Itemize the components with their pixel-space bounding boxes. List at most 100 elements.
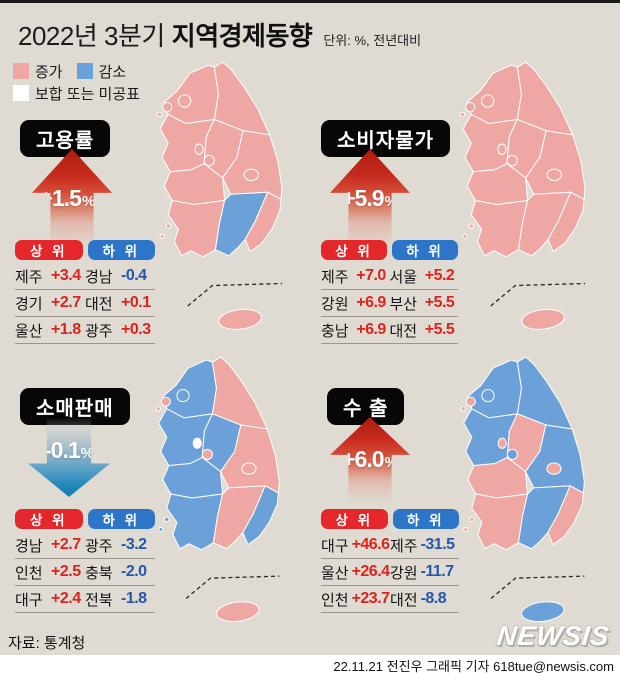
table-row: 제주 +3.4 경남 -0.4	[15, 263, 155, 290]
table-row: 인천 +23.7 대전 -8.8	[321, 586, 459, 613]
panel-title-retail-sales: 소매판매	[20, 388, 130, 425]
region-name: 부산	[389, 295, 418, 313]
region-value: -1.8	[121, 590, 147, 607]
down-arrow: -0.1%	[28, 419, 110, 497]
region-value: +2.4	[51, 590, 81, 607]
region-name: 제주	[321, 268, 349, 286]
table-row: 경기 +2.7 대전 +0.1	[15, 290, 155, 317]
region-value: +5.5	[424, 294, 455, 311]
jeju-inset-line	[490, 282, 586, 307]
top-rank-header: 상 위	[15, 240, 83, 260]
region-value: +1.8	[51, 321, 81, 338]
region-name: 대구	[15, 591, 43, 609]
decrease-label: 감소	[98, 63, 127, 81]
region-name: 울산	[15, 322, 43, 340]
korea-map-employment	[122, 60, 317, 345]
panel-title-employment: 고용률	[20, 120, 111, 157]
up-arrow: +1.5%p	[32, 149, 112, 251]
korea-map-exports	[425, 355, 620, 637]
region-name: 대전	[389, 322, 418, 340]
table-row: 강원 +6.9 부산 +5.5	[321, 290, 458, 317]
korea-choropleth-svg	[460, 356, 585, 623]
region-value: -2.0	[121, 563, 147, 580]
table-row: 인천 +2.5 충북 -2.0	[15, 559, 155, 586]
change-value: +6.0%	[342, 445, 398, 472]
table-row: 울산 +1.8 광주 +0.3	[15, 317, 155, 344]
region-name: 대전	[85, 295, 113, 313]
change-value: +1.5%p	[39, 184, 105, 211]
credit-bar: 22.11.21 전진우 그래픽 기자 618tue@newsis.com	[0, 655, 620, 673]
region-name: 전북	[85, 591, 113, 609]
korea-choropleth-svg	[156, 61, 283, 330]
source-label: 자료: 통계청	[8, 635, 86, 652]
table-row: 충남 +6.9 대전 +5.5	[321, 317, 458, 344]
korea-choropleth-svg	[459, 61, 586, 330]
jeju-inset-line	[185, 575, 280, 599]
region-value: +2.7	[51, 294, 81, 311]
bottom-rank-header: 하 위	[87, 509, 155, 529]
panel-title-consumer-prices: 소비자물가	[321, 120, 450, 157]
region-name: 충북	[85, 564, 113, 582]
region-name: 인천	[321, 591, 349, 609]
region-value: -31.5	[420, 536, 455, 553]
increase-swatch	[13, 63, 29, 79]
jeju-inset-line	[490, 575, 585, 599]
credit-line: 22.11.21 전진우 그래픽 기자 618tue@newsis.com	[333, 659, 614, 673]
region-value: +5.2	[424, 267, 455, 284]
region-name: 경남	[85, 268, 113, 286]
bottom-rank-header: 하 위	[392, 509, 459, 529]
legend-row: 보합 또는 미공표	[13, 82, 140, 104]
region-value: -8.8	[420, 590, 447, 607]
region-name: 강원	[321, 295, 349, 313]
region-value: -3.2	[121, 536, 147, 553]
top-rank-header: 상 위	[15, 509, 83, 529]
panel-title-exports: 수 출	[327, 388, 405, 425]
title-main: 지역경제동향	[171, 21, 313, 51]
region-value: +0.3	[121, 321, 151, 338]
region-name: 대전	[390, 591, 418, 609]
region-value: +0.1	[121, 294, 151, 311]
region-name: 경남	[15, 537, 43, 555]
korea-map-consumer-prices	[425, 60, 620, 345]
newsis-logo: NEWSIS	[495, 621, 612, 651]
change-value: +5.9%	[342, 184, 398, 211]
region-value: +26.4	[351, 563, 390, 580]
title-prefix: 2022년 3분기	[18, 21, 165, 51]
table-row: 대구 +46.6 제주 -31.5	[321, 532, 459, 559]
change-value: -0.1%	[44, 436, 94, 463]
table-row: 경남 +2.7 광주 -3.2	[15, 532, 155, 559]
region-name: 울산	[321, 564, 349, 582]
region-value: +5.5	[424, 321, 455, 338]
region-name: 서울	[389, 268, 418, 286]
flat-label: 보합 또는 미공표	[35, 85, 140, 103]
region-name: 광주	[85, 322, 113, 340]
decrease-swatch	[76, 63, 93, 79]
region-name: 충남	[321, 322, 349, 340]
region-value: +2.5	[51, 563, 81, 580]
top-rank-header: 상 위	[321, 509, 388, 529]
korea-choropleth-svg	[155, 356, 280, 623]
region-name: 인천	[15, 564, 43, 582]
region-value: -11.7	[420, 563, 455, 580]
table-row: 제주 +7.0 서울 +5.2	[321, 263, 458, 290]
increase-label: 증가	[35, 63, 63, 81]
jeju-inset-line	[187, 282, 283, 307]
region-name: 제주	[390, 537, 418, 555]
korea-map-retail-sales	[120, 355, 315, 637]
legend-row: 증가 감소	[13, 60, 140, 82]
region-value: +46.6	[351, 536, 390, 553]
region-name: 강원	[390, 564, 418, 582]
bottom-rank-header: 하 위	[87, 240, 155, 260]
region-value: +23.7	[351, 590, 390, 607]
rank-table-consumer-prices: 상 위 하 위 제주 +7.0 서울 +5.2 강원 +6.9 부산 +5.5 …	[321, 240, 458, 344]
rank-table-employment: 상 위 하 위 제주 +3.4 경남 -0.4 경기 +2.7 대전 +0.1 …	[15, 240, 155, 344]
region-name: 대구	[321, 537, 349, 555]
table-row: 대구 +2.4 전북 -1.8	[15, 586, 155, 613]
rank-table-exports: 상 위 하 위 대구 +46.6 제주 -31.5 울산 +26.4 강원 -1…	[321, 509, 459, 613]
region-value: +6.9	[356, 321, 386, 338]
up-arrow: +5.9%	[330, 149, 410, 251]
top-rank-header: 상 위	[321, 240, 387, 260]
rank-table-retail-sales: 상 위 하 위 경남 +2.7 광주 -3.2 인천 +2.5 충북 -2.0 …	[15, 509, 155, 613]
flat-swatch	[13, 85, 29, 101]
